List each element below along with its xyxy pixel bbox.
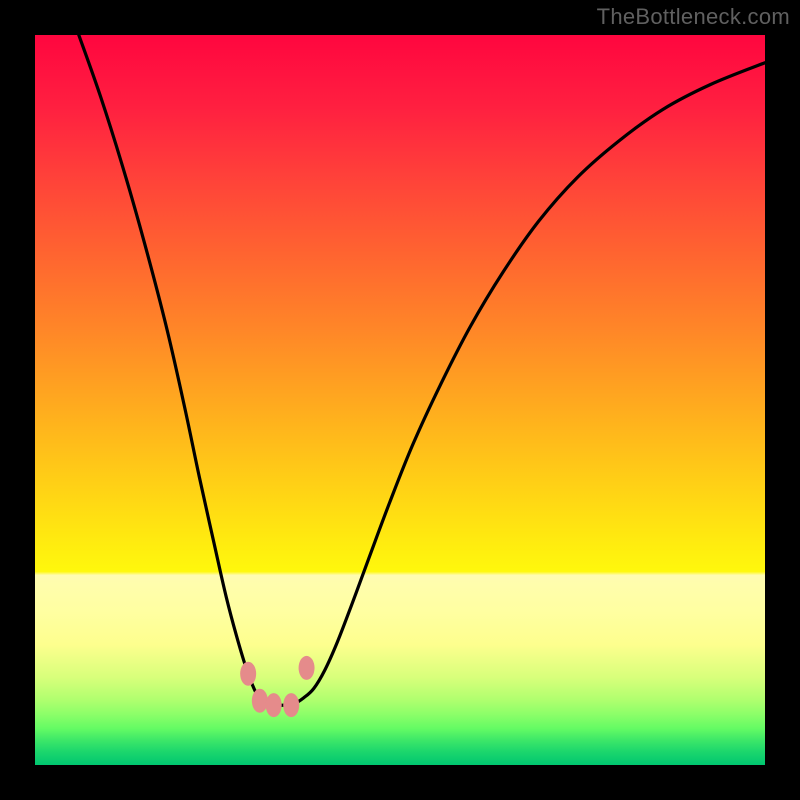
curve-marker [266,693,282,717]
curve-markers [240,656,314,717]
curve-marker [299,656,315,680]
curve-marker [240,662,256,686]
chart-svg [35,35,765,765]
chart-frame: TheBottleneck.com [0,0,800,800]
curve-marker [252,689,268,713]
plot-area [35,35,765,765]
gradient-background [35,35,765,765]
watermark-text: TheBottleneck.com [597,4,790,30]
bottleneck-curve [79,35,765,705]
curve-marker [283,693,299,717]
